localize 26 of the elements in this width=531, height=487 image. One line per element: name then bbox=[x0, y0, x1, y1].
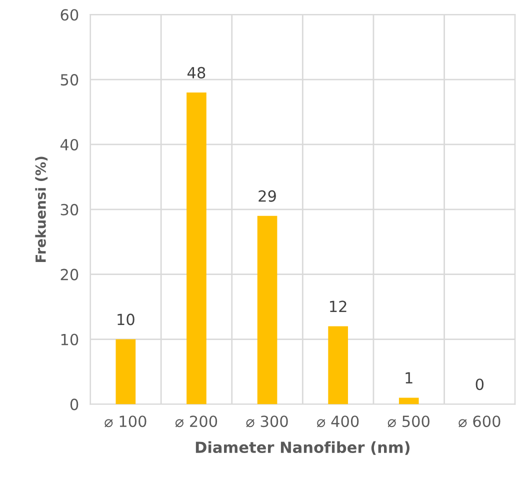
x-tick-label: ⌀ 100 bbox=[104, 416, 146, 428]
data-label: 10 bbox=[118, 314, 134, 326]
x-tick-label: ⌀ 300 bbox=[246, 416, 288, 428]
y-tick-label: 30 bbox=[60, 204, 78, 216]
x-tick-label: ⌀ 600 bbox=[458, 416, 500, 428]
bar bbox=[398, 398, 419, 404]
data-label: 48 bbox=[187, 66, 206, 78]
y-tick-label: 0 bbox=[70, 398, 78, 410]
data-label: 0 bbox=[476, 378, 484, 390]
x-tick-label: ⌀ 400 bbox=[317, 416, 359, 428]
y-tick-label: 40 bbox=[60, 138, 78, 150]
y-tick-label: 60 bbox=[60, 9, 78, 21]
data-label: 1 bbox=[406, 372, 412, 384]
bar bbox=[186, 92, 206, 404]
data-label: 29 bbox=[258, 190, 276, 202]
bar bbox=[257, 216, 278, 404]
bar bbox=[328, 326, 348, 404]
y-tick-label: 10 bbox=[61, 334, 78, 346]
bar bbox=[116, 339, 136, 404]
data-label: 12 bbox=[330, 300, 346, 312]
y-axis-title: Frekuensi (%) bbox=[35, 156, 48, 262]
x-axis-title: Diameter Nanofiber (nm) bbox=[196, 441, 410, 455]
y-tick-label: 50 bbox=[60, 74, 78, 86]
x-tick-label: ⌀ 200 bbox=[175, 416, 218, 428]
x-tick-label: ⌀ 500 bbox=[388, 416, 430, 428]
y-tick-label: 20 bbox=[60, 268, 78, 280]
